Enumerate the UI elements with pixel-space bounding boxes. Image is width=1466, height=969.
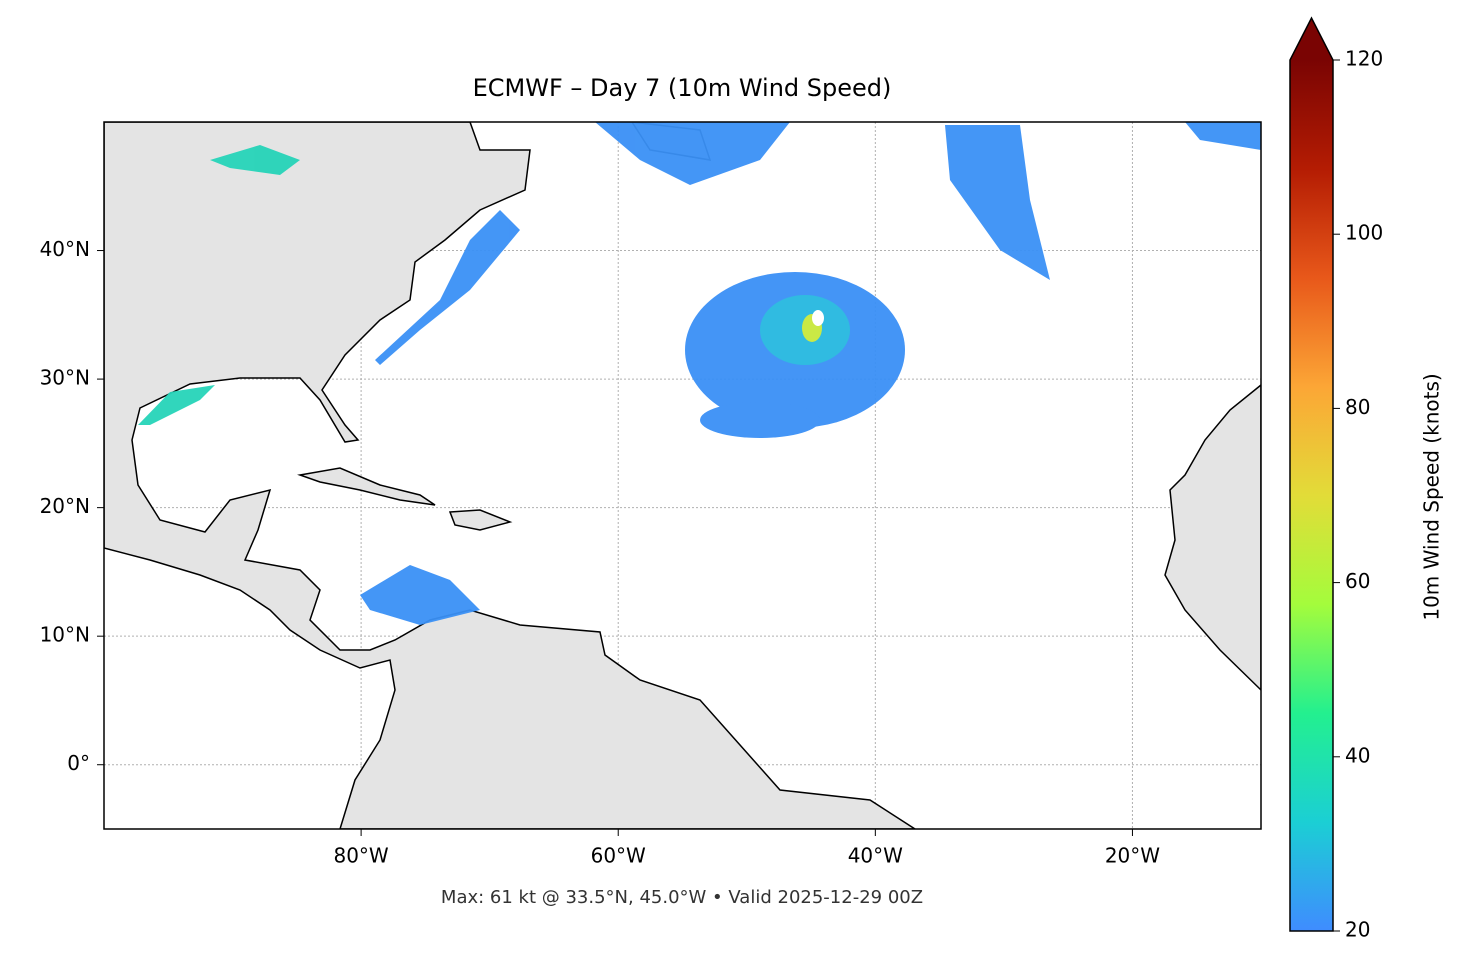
y-tick-label: 20°N (40, 494, 90, 518)
x-tick-label: 60°W (591, 844, 646, 868)
chart-title: ECMWF – Day 7 (10m Wind Speed) (473, 74, 892, 102)
x-tick-label: 20°W (1105, 844, 1160, 868)
x-tick-label: 40°W (848, 844, 903, 868)
colorbar-extend (1290, 18, 1333, 60)
colorbar-tick-label: 40 (1345, 743, 1370, 767)
hispaniola (448, 509, 513, 531)
wind-area (360, 565, 480, 625)
x-tick-label: 80°W (333, 844, 388, 868)
wind-field (138, 122, 1261, 625)
colorbar: 20 40 60 80 100 120 (1289, 16, 1383, 942)
y-tick-label: 30°N (40, 366, 90, 390)
wind-area (1185, 122, 1261, 150)
wind-area (812, 310, 824, 326)
americas (104, 122, 917, 829)
map-frame (103, 121, 1262, 830)
map (104, 122, 1261, 829)
wind-area (595, 122, 790, 185)
colorbar-tick-label: 20 (1345, 918, 1370, 942)
wind-area (375, 210, 520, 365)
wind-area (138, 385, 215, 425)
footer: Max: 61 kt @ 33.5°N, 45.0°W • Valid 2025… (441, 887, 923, 908)
cuba (297, 467, 436, 506)
wind-area (700, 402, 820, 438)
grid (104, 122, 1261, 829)
colorbar-tick-label: 80 (1345, 395, 1370, 419)
colorbar-tick-label: 120 (1345, 47, 1383, 71)
y-tick-label: 0° (67, 751, 90, 775)
wind-area (945, 125, 1050, 280)
colorbar-tick-label: 60 (1345, 569, 1370, 593)
y-tick-label: 40°N (40, 237, 90, 261)
colorbar-outline (1289, 16, 1334, 932)
colorbar-label: 10m Wind Speed (knots) (1420, 373, 1444, 620)
colorbar-tick-label: 100 (1345, 221, 1383, 245)
wind-area (210, 145, 300, 175)
y-tick-label: 10°N (40, 623, 90, 647)
colorbar-scale (1290, 60, 1333, 931)
africa (1164, 384, 1261, 692)
